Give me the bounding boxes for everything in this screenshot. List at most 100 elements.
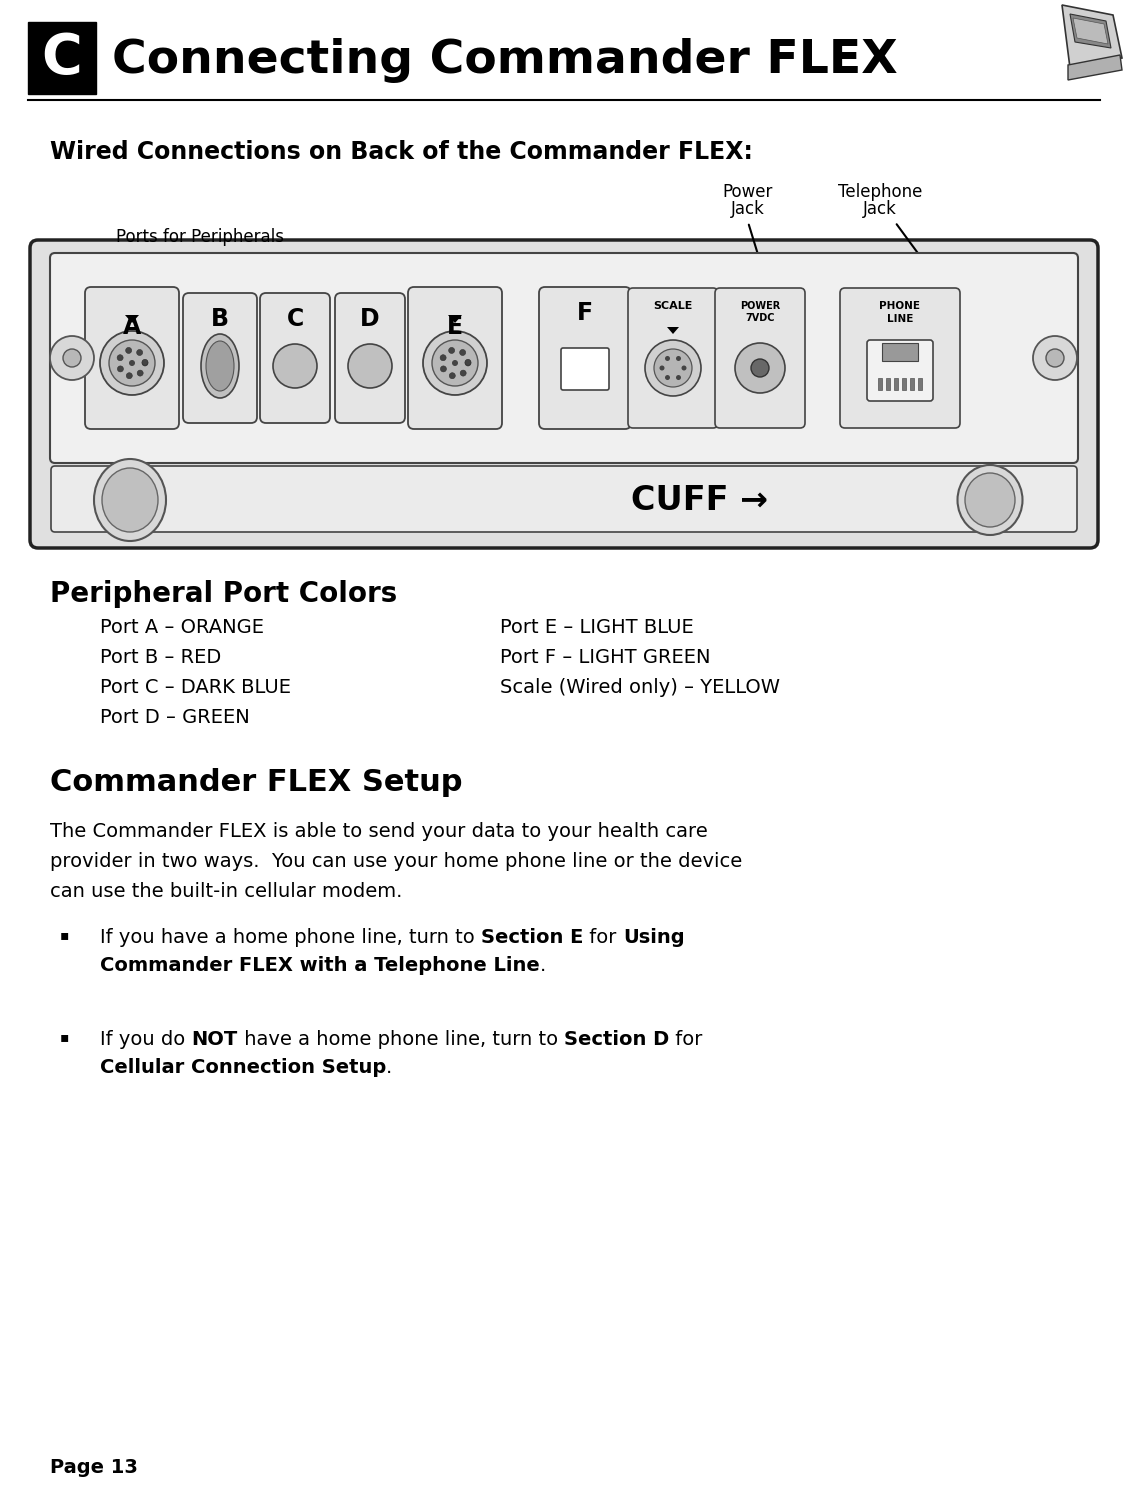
Text: If you do: If you do	[100, 1031, 192, 1049]
Text: SCALE: SCALE	[654, 301, 693, 311]
FancyBboxPatch shape	[910, 378, 914, 390]
Text: CUFF →: CUFF →	[631, 483, 769, 516]
FancyBboxPatch shape	[50, 253, 1078, 462]
FancyBboxPatch shape	[260, 293, 330, 423]
Circle shape	[348, 344, 392, 387]
FancyBboxPatch shape	[561, 349, 609, 390]
Circle shape	[665, 356, 669, 361]
FancyBboxPatch shape	[335, 293, 405, 423]
Text: Port A – ORANGE: Port A – ORANGE	[100, 618, 264, 637]
Text: A: A	[123, 316, 141, 340]
Circle shape	[273, 344, 317, 387]
Text: Cellular Connection Setup: Cellular Connection Setup	[100, 1058, 386, 1077]
Circle shape	[137, 350, 142, 356]
Text: for: for	[584, 928, 623, 947]
Text: Jack: Jack	[732, 200, 765, 218]
Circle shape	[465, 361, 471, 367]
FancyBboxPatch shape	[30, 239, 1099, 548]
Circle shape	[452, 361, 458, 367]
Circle shape	[110, 340, 155, 386]
Text: ▪: ▪	[60, 1031, 69, 1044]
FancyBboxPatch shape	[882, 343, 918, 361]
Circle shape	[117, 367, 123, 373]
Text: Jack: Jack	[863, 200, 896, 218]
FancyBboxPatch shape	[886, 378, 890, 390]
FancyBboxPatch shape	[51, 465, 1077, 533]
Polygon shape	[1062, 4, 1122, 67]
Text: have a home phone line, turn to: have a home phone line, turn to	[238, 1031, 564, 1049]
Text: C: C	[42, 31, 82, 85]
Circle shape	[423, 331, 487, 395]
Circle shape	[449, 373, 455, 378]
Text: provider in two ways.  You can use your home phone line or the device: provider in two ways. You can use your h…	[50, 853, 742, 871]
Circle shape	[682, 365, 686, 371]
Text: can use the built-in cellular modem.: can use the built-in cellular modem.	[50, 883, 402, 901]
Text: E: E	[447, 316, 463, 340]
Text: .: .	[540, 956, 546, 975]
Circle shape	[1033, 337, 1077, 380]
Text: If you have a home phone line, turn to: If you have a home phone line, turn to	[100, 928, 481, 947]
Text: Commander FLEX Setup: Commander FLEX Setup	[50, 767, 463, 797]
Circle shape	[142, 359, 148, 365]
Text: The Commander FLEX is able to send your data to your health care: The Commander FLEX is able to send your …	[50, 821, 708, 841]
FancyBboxPatch shape	[85, 287, 180, 429]
Circle shape	[659, 365, 665, 371]
Polygon shape	[1068, 55, 1122, 79]
Text: Ports for Peripherals: Ports for Peripherals	[116, 227, 285, 245]
FancyBboxPatch shape	[840, 289, 960, 428]
Ellipse shape	[102, 468, 158, 533]
Circle shape	[440, 355, 446, 361]
Text: Commander FLEX with a Telephone Line: Commander FLEX with a Telephone Line	[100, 956, 540, 975]
Text: Connecting Commander FLEX: Connecting Commander FLEX	[112, 37, 898, 82]
FancyBboxPatch shape	[902, 378, 905, 390]
Text: Wired Connections on Back of the Commander FLEX:: Wired Connections on Back of the Command…	[50, 141, 753, 165]
Circle shape	[448, 347, 455, 353]
Text: Port B – RED: Port B – RED	[100, 648, 221, 667]
Text: Power: Power	[723, 183, 773, 200]
Text: POWER: POWER	[739, 301, 780, 311]
FancyBboxPatch shape	[918, 378, 922, 390]
Polygon shape	[1073, 18, 1108, 43]
Text: B: B	[211, 307, 229, 331]
Text: for: for	[669, 1031, 702, 1049]
Ellipse shape	[201, 334, 239, 398]
Text: .: .	[386, 1058, 393, 1077]
Circle shape	[117, 355, 123, 361]
Circle shape	[676, 375, 681, 380]
Circle shape	[50, 337, 94, 380]
Polygon shape	[667, 328, 679, 334]
FancyBboxPatch shape	[715, 289, 805, 428]
Text: F: F	[577, 301, 593, 325]
Circle shape	[1045, 349, 1064, 367]
Circle shape	[751, 359, 769, 377]
Circle shape	[460, 350, 465, 356]
Circle shape	[432, 340, 478, 386]
Circle shape	[654, 349, 692, 387]
Text: C: C	[287, 307, 304, 331]
Ellipse shape	[957, 465, 1023, 536]
Polygon shape	[448, 316, 462, 323]
FancyBboxPatch shape	[628, 289, 718, 428]
FancyBboxPatch shape	[183, 293, 257, 423]
Polygon shape	[125, 316, 139, 323]
Circle shape	[465, 359, 471, 365]
Text: Using: Using	[623, 928, 684, 947]
Circle shape	[735, 343, 785, 393]
Polygon shape	[1070, 13, 1111, 48]
Text: Section D: Section D	[564, 1031, 669, 1049]
Circle shape	[665, 375, 669, 380]
Text: Section E: Section E	[481, 928, 584, 947]
Text: Peripheral Port Colors: Peripheral Port Colors	[50, 580, 397, 607]
Circle shape	[100, 331, 164, 395]
Text: LINE: LINE	[886, 314, 913, 325]
Text: Port E – LIGHT BLUE: Port E – LIGHT BLUE	[500, 618, 693, 637]
Text: Page 13: Page 13	[50, 1459, 138, 1477]
Circle shape	[676, 356, 681, 361]
Text: Telephone: Telephone	[838, 183, 922, 200]
Circle shape	[461, 370, 466, 375]
FancyBboxPatch shape	[28, 22, 96, 94]
FancyBboxPatch shape	[539, 287, 631, 429]
Text: NOT: NOT	[192, 1031, 238, 1049]
Circle shape	[440, 367, 446, 373]
FancyBboxPatch shape	[408, 287, 502, 429]
